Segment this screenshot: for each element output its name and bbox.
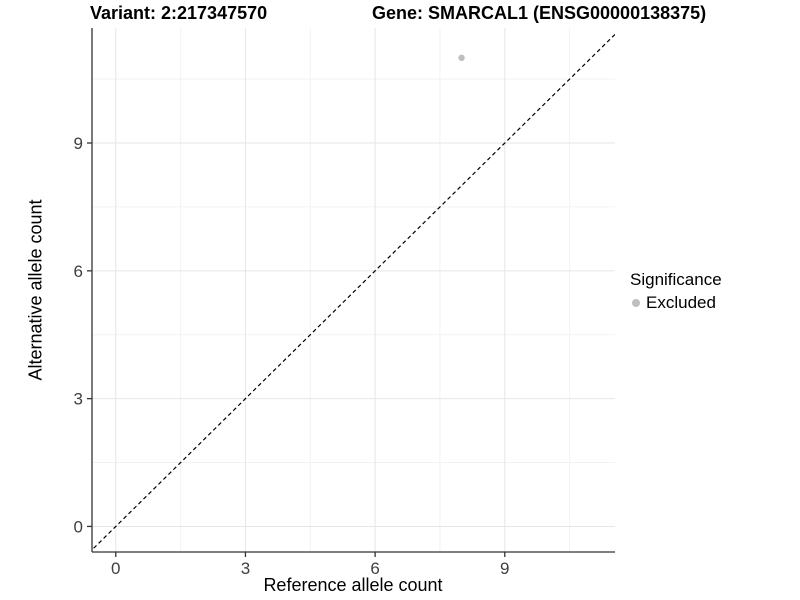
y-tick-label: 0 — [74, 517, 83, 536]
identity-reference-line — [92, 33, 615, 551]
y-tick-label: 6 — [74, 262, 83, 281]
x-tick-label: 9 — [500, 559, 509, 578]
gene-title: Gene: SMARCAL1 (ENSG00000138375) — [372, 3, 707, 23]
legend-entry-excluded: Excluded — [630, 293, 722, 313]
x-axis-title: Reference allele count — [263, 575, 443, 595]
x-tick-label: 6 — [370, 559, 379, 578]
y-tick-label: 3 — [74, 390, 83, 409]
x-tick-label: 0 — [111, 559, 120, 578]
legend-entry-label: Excluded — [646, 293, 716, 312]
legend: Significance Excluded — [630, 270, 722, 313]
legend-key-dot-icon — [632, 299, 640, 307]
variant-title: Variant: 2:217347570 — [90, 3, 268, 23]
legend-title: Significance — [630, 270, 722, 289]
x-tick-label: 3 — [241, 559, 250, 578]
y-tick-label: 9 — [74, 134, 83, 153]
data-point — [458, 54, 465, 62]
